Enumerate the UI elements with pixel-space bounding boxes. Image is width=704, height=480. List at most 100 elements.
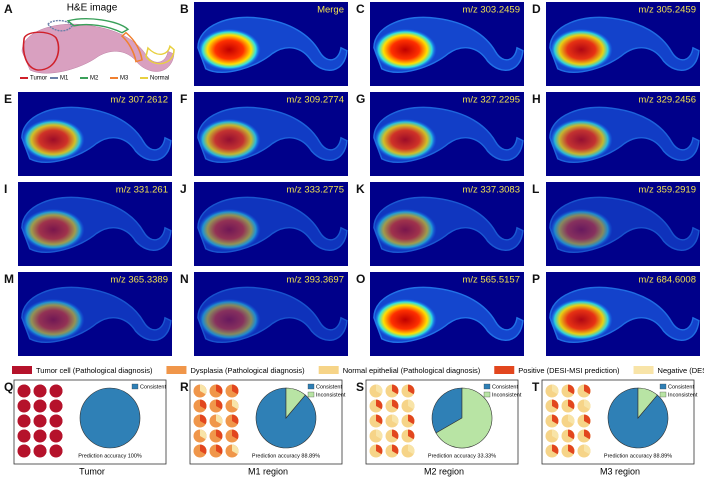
msi-image — [197, 16, 348, 73]
icon-wedge — [584, 399, 591, 410]
msi-hotspot — [373, 208, 437, 251]
mz-label: m/z 327.2295 — [462, 95, 520, 106]
icon-wedge — [376, 399, 383, 410]
panel-letter: P — [532, 272, 540, 286]
mz-label: m/z 359.2919 — [638, 185, 696, 196]
msi-image — [21, 106, 172, 163]
mz-label: m/z 331.261 — [116, 185, 168, 196]
msi-hotspot — [21, 298, 85, 341]
msi-hotspot — [21, 208, 85, 251]
legend-label: Inconsistent — [316, 392, 346, 398]
msi-image — [373, 16, 524, 73]
panel-letter: C — [356, 2, 365, 16]
icon-wedge — [552, 384, 559, 395]
msi-hotspot — [197, 298, 261, 341]
icon-wedge — [24, 414, 31, 425]
legend-swatch — [12, 366, 32, 374]
panel-letter: T — [532, 380, 540, 394]
icon-wedge — [376, 384, 383, 395]
icon-wedge — [40, 444, 47, 455]
mz-label: m/z 329.2456 — [638, 95, 696, 106]
legend-swatch — [483, 383, 491, 390]
icon-wedge — [216, 399, 223, 410]
icon-wedge — [24, 444, 31, 455]
panel-letter: S — [356, 380, 364, 394]
icon-wedge — [56, 444, 63, 455]
icon-wedge — [56, 414, 63, 425]
legend-label: Consistent — [316, 384, 342, 390]
icon-wedge — [24, 429, 31, 440]
icon-wedge — [56, 429, 63, 440]
panel-letter: G — [356, 92, 365, 106]
icon-wedge — [200, 384, 207, 395]
legend-label: Inconsistent — [668, 392, 698, 398]
pie-caption: M2 region — [424, 466, 464, 476]
icon-wedge — [408, 384, 415, 395]
msi-image — [549, 16, 700, 73]
pie-caption: M1 region — [248, 466, 288, 476]
he-tissue — [21, 23, 175, 74]
mz-label: m/z 365.3389 — [110, 275, 168, 286]
legend-label: Dysplasia (Pathological diagnosis) — [190, 366, 305, 375]
msi-image — [373, 286, 524, 343]
panel-letter: Q — [4, 380, 13, 394]
panel-letter: L — [532, 182, 539, 196]
icon-wedge — [584, 414, 591, 425]
icon-wedge — [408, 444, 415, 455]
icon-wedge — [232, 444, 239, 455]
icon-wedge — [392, 384, 399, 395]
icon-wedge — [56, 399, 63, 410]
he-image — [21, 18, 175, 74]
icon-wedge — [584, 444, 591, 455]
icon-wedge — [568, 429, 575, 440]
icon-wedge — [392, 414, 399, 425]
icon-wedge — [584, 429, 591, 440]
pie-slice — [285, 387, 306, 419]
panel-letter: A — [4, 2, 13, 16]
msi-image — [21, 196, 172, 253]
legend-label: Consistent — [668, 384, 694, 390]
icon-wedge — [232, 399, 239, 410]
msi-hotspot — [373, 298, 437, 341]
legend-swatch — [483, 391, 491, 398]
legend-swatch — [659, 391, 667, 398]
icon-wedge — [200, 444, 207, 455]
icon-wedge — [392, 429, 399, 440]
icon-wedge — [200, 414, 207, 425]
panel-letter: D — [532, 2, 541, 16]
msi-hotspot — [549, 118, 613, 161]
region-outline — [120, 31, 143, 63]
legend-swatch — [494, 366, 515, 374]
icon-wedge — [24, 399, 31, 410]
panel-letter: O — [356, 272, 365, 286]
panel-letter: I — [4, 182, 7, 196]
legend-label: Negative (DESI-MSI prediction) — [658, 366, 704, 375]
legend-label: Tumor — [30, 76, 47, 82]
legend-label: Inconsistent — [492, 392, 522, 398]
msi-hotspot — [21, 118, 85, 161]
icon-wedge — [200, 399, 207, 410]
icon-wedge — [408, 414, 415, 425]
icon-wedge — [232, 414, 239, 425]
msi-hotspot — [549, 208, 613, 251]
legend-label: M1 — [60, 76, 69, 82]
pie-slice — [435, 387, 493, 449]
legend-swatch — [307, 391, 315, 398]
mz-label: m/z 333.2775 — [286, 185, 344, 196]
msi-image — [549, 286, 700, 343]
icon-wedge — [40, 384, 47, 395]
panel-letter: H — [532, 92, 541, 106]
mz-label: m/z 337.3083 — [462, 185, 520, 196]
pie-slice — [79, 387, 141, 449]
msi-image — [549, 106, 700, 163]
msi-image — [197, 106, 348, 163]
icon-wedge — [392, 444, 399, 455]
icon-wedge — [408, 429, 415, 440]
msi-hotspot — [197, 118, 261, 161]
icon-wedge — [568, 384, 575, 395]
icon-wedge — [40, 414, 47, 425]
legend-label: Consistent — [140, 384, 166, 390]
icon-wedge — [568, 414, 575, 425]
